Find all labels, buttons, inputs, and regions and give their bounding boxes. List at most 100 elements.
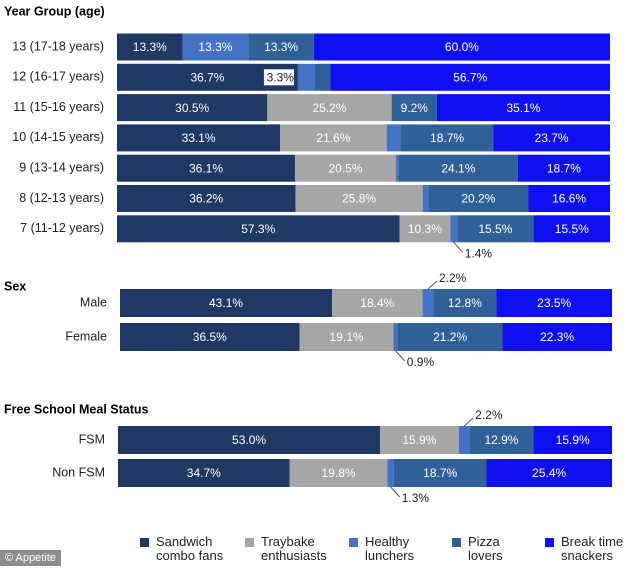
panel-title: Free School Meal Status (4, 402, 149, 416)
value-label: 25.8% (342, 192, 376, 206)
category-label: Male (80, 295, 107, 309)
value-label: 36.7% (190, 70, 224, 84)
bar-segment (117, 94, 268, 122)
category-label: Non FSM (52, 465, 105, 479)
legend-label: Traybake enthusiasts (261, 534, 327, 563)
bar-segment (391, 94, 437, 122)
bar-segment (457, 215, 534, 243)
bar-segment (496, 289, 612, 317)
value-label: 34.7% (187, 466, 221, 480)
bar-segment (380, 426, 459, 454)
bar-segment (469, 426, 534, 454)
value-label: 2.2% (439, 271, 467, 285)
value-label: 18.4% (360, 296, 394, 310)
bar-segment (297, 63, 315, 91)
watermark: © Appetite (0, 550, 61, 566)
category-label: FSM (79, 432, 105, 446)
leader-line (395, 350, 406, 362)
value-label: 10.3% (408, 222, 442, 236)
leader-line (463, 417, 474, 427)
category-label: Female (65, 329, 107, 343)
bar-segment (330, 63, 610, 91)
bar-segment (486, 459, 612, 487)
value-label: 18.7% (547, 161, 581, 175)
value-label: 53.0% (232, 433, 266, 447)
value-label: 20.5% (328, 161, 362, 175)
bar-segment (117, 215, 400, 243)
panel-title: Sex (4, 279, 26, 293)
value-label: 21.6% (316, 131, 350, 145)
bar-segment (299, 323, 394, 351)
bar-segment (533, 426, 612, 454)
value-label: 15.9% (556, 433, 590, 447)
value-label: 22.3% (540, 330, 574, 344)
bar-segment (458, 426, 470, 454)
bar-segment (399, 215, 451, 243)
value-label: 35.1% (506, 101, 540, 115)
value-label: 0.9% (407, 355, 435, 369)
bar-segment (433, 289, 497, 317)
category-label: 10 (14-15 years) (12, 130, 104, 144)
leader-line (453, 241, 464, 253)
category-label: 13 (17-18 years) (12, 39, 104, 53)
category-label: 9 (13-14 years) (19, 160, 104, 174)
value-label: 19.1% (330, 330, 364, 344)
bar-segment (393, 323, 398, 351)
value-label: 60.0% (445, 40, 479, 54)
value-label: 16.6% (552, 192, 586, 206)
bar-segment (422, 185, 429, 212)
value-label: 13.3% (198, 40, 232, 54)
category-label: 12 (16-17 years) (12, 70, 104, 84)
value-label: 15.5% (555, 222, 589, 236)
bar-segment (502, 323, 612, 351)
legend-swatch (545, 538, 554, 547)
value-label: 12.9% (484, 433, 518, 447)
value-label: 19.8% (322, 466, 356, 480)
value-label: 18.7% (430, 131, 464, 145)
value-label: 1.3% (402, 491, 430, 505)
bar-segment (428, 185, 529, 212)
panel-title: Year Group (age) (4, 4, 105, 18)
bar-segment (528, 185, 610, 212)
legend-swatch (452, 538, 461, 547)
legend-label: Sandwich combo fans (156, 534, 224, 563)
bar-segment (117, 185, 296, 212)
bar-segment (314, 63, 331, 91)
value-label: 56.7% (453, 70, 487, 84)
value-label: 13.3% (264, 40, 298, 54)
leader-line (390, 486, 401, 498)
value-label: 30.5% (175, 101, 209, 115)
bar-segment (313, 33, 610, 61)
legend-label: Healthy lunchers (365, 534, 415, 563)
bar-segment (450, 215, 458, 243)
bar-segment (120, 323, 300, 351)
bar-segment (289, 459, 388, 487)
category-label: 7 (11-12 years) (20, 221, 104, 235)
label-bg (263, 69, 294, 86)
value-label: 33.1% (182, 131, 216, 145)
legend-swatch (349, 538, 358, 547)
value-label: 18.7% (423, 466, 457, 480)
value-label: 25.2% (312, 101, 346, 115)
bar-segment (436, 94, 610, 122)
bar-segment (118, 459, 290, 487)
value-label: 24.1% (441, 161, 475, 175)
bar-segment (493, 124, 610, 152)
value-label: 36.5% (193, 330, 227, 344)
bar-segment (386, 124, 401, 152)
value-label: 13.3% (133, 40, 167, 54)
bar-segment (517, 154, 610, 182)
bar-segment (400, 124, 494, 152)
bar-segment (248, 33, 314, 61)
legend-label: Pizza lovers (468, 534, 503, 563)
value-label: 36.2% (189, 192, 223, 206)
bar-segment (332, 289, 423, 317)
value-label: 15.9% (402, 433, 436, 447)
leader-line (427, 280, 438, 290)
value-label: 25.4% (532, 466, 566, 480)
legend-label: Break time snackers (561, 534, 624, 563)
value-label: 21.2% (433, 330, 467, 344)
bar-segment (267, 94, 392, 122)
bar-segment (280, 124, 387, 152)
